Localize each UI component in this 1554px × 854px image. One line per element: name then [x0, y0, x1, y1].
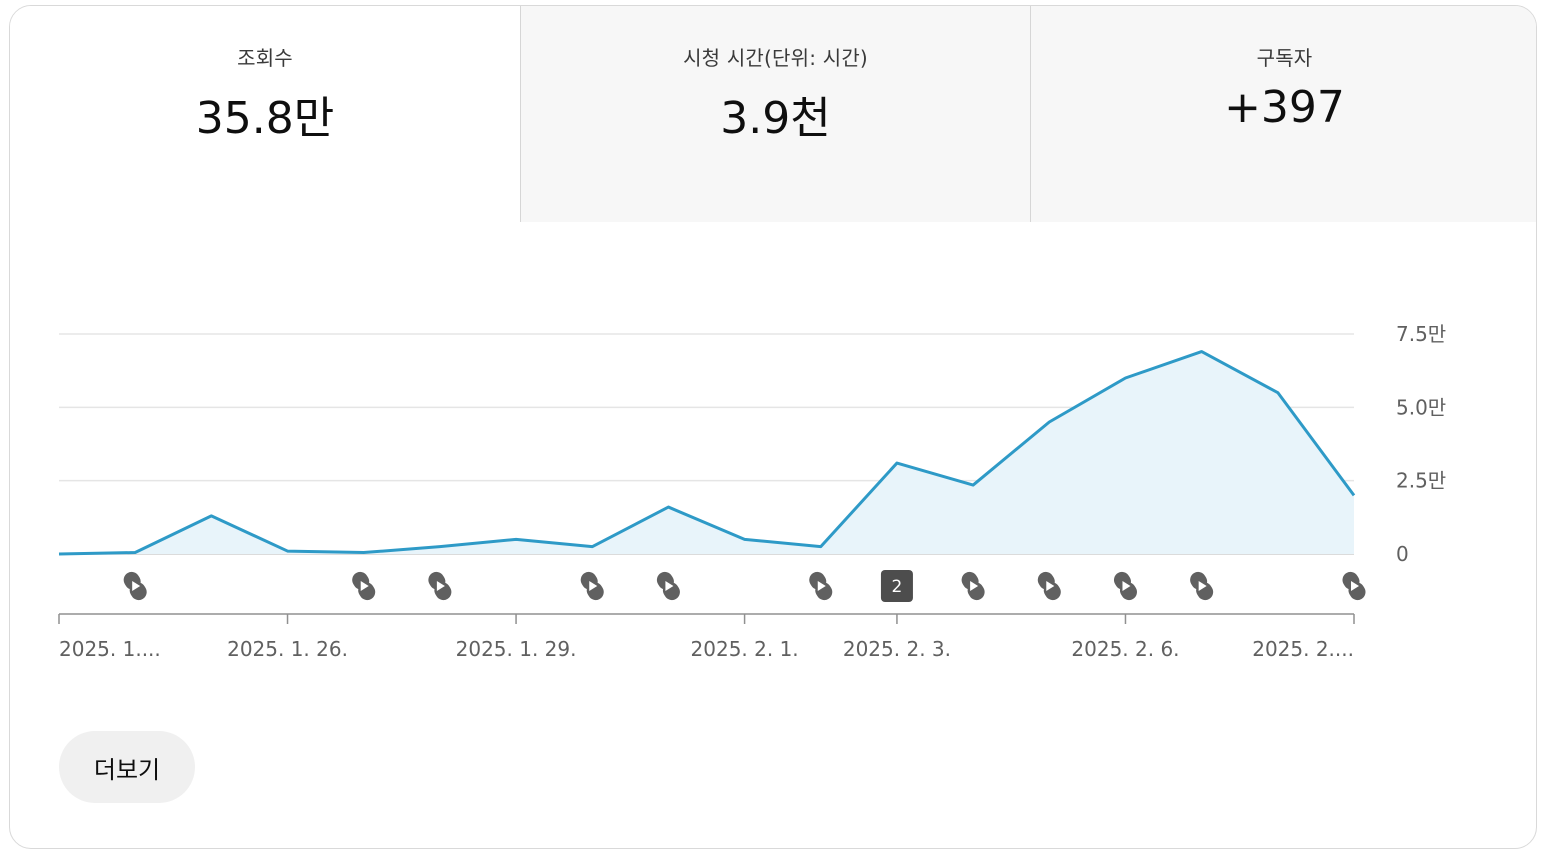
tab-watch-time-value: 3.9천 — [720, 93, 831, 144]
shorts-icon[interactable] — [425, 569, 454, 603]
tab-subscribers-value: +397 — [1224, 82, 1345, 133]
y-tick-label: 5.0만 — [1396, 395, 1446, 419]
video-count-badge-label: 2 — [892, 577, 903, 597]
shorts-icon[interactable] — [578, 569, 607, 603]
tab-watch-time-label: 시청 시간(단위: 시간) — [683, 46, 868, 70]
x-tick-label: 2025. 2.... — [1252, 637, 1354, 661]
tab-views-value: 35.8만 — [195, 93, 335, 144]
y-tick-label: 7.5만 — [1396, 322, 1446, 346]
x-tick-label: 2025. 2. 3. — [843, 637, 951, 661]
metric-tabs: 조회수 35.8만 시청 시간(단위: 시간) 3.9천 구독자 +397 — [10, 6, 1536, 222]
views-chart: 0 2.5만 5.0만 7.5만 2025. 1.... 2025. 1. 26. 2025… — [58, 322, 1446, 661]
shorts-icon[interactable] — [1035, 569, 1064, 603]
more-button[interactable]: 더보기 — [59, 731, 195, 803]
tab-watch-time[interactable]: 시청 시간(단위: 시간) 3.9천 — [520, 6, 1030, 222]
shorts-icon[interactable] — [1187, 569, 1216, 603]
shorts-icon[interactable] — [654, 569, 683, 603]
x-tick-label: 2025. 1. 26. — [227, 637, 348, 661]
shorts-icon[interactable] — [349, 569, 378, 603]
shorts-icon[interactable] — [121, 569, 150, 603]
tab-subscribers-label: 구독자 — [1256, 46, 1313, 70]
analytics-card: 조회수 35.8만 시청 시간(단위: 시간) 3.9천 구독자 +397 0 2… — [9, 5, 1537, 849]
y-tick-label: 0 — [1396, 542, 1409, 566]
x-tick-label: 2025. 2. 1. — [691, 637, 799, 661]
tab-views[interactable]: 조회수 35.8만 — [10, 6, 520, 222]
y-tick-label: 2.5만 — [1396, 469, 1446, 493]
x-tick-label: 2025. 1. 29. — [456, 637, 577, 661]
area-fill — [59, 351, 1354, 554]
x-tick-label: 2025. 1.... — [59, 637, 161, 661]
shorts-icon[interactable] — [959, 569, 988, 603]
shorts-icon[interactable] — [806, 569, 835, 603]
shorts-icon[interactable] — [1340, 569, 1369, 603]
tab-views-label: 조회수 — [237, 46, 293, 70]
tab-subscribers[interactable]: 구독자 +397 — [1030, 6, 1536, 222]
x-tick-label: 2025. 2. 6. — [1071, 637, 1179, 661]
shorts-icon[interactable] — [1111, 569, 1140, 603]
video-count-badge[interactable]: 2 — [880, 570, 913, 602]
views-line — [58, 350, 1356, 556]
